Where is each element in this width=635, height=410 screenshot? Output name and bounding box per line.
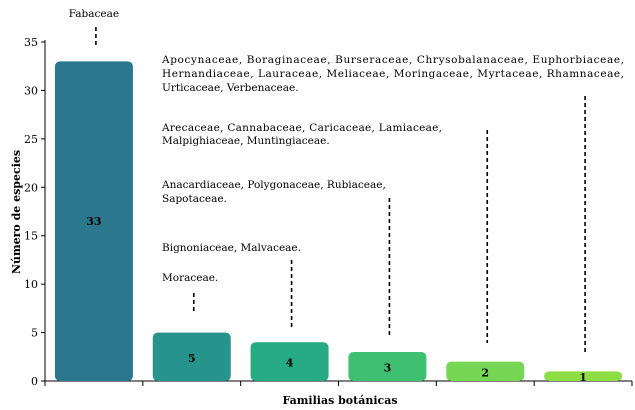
y-tick-label: 20 bbox=[24, 181, 38, 194]
y-axis-title: Número de especies bbox=[10, 150, 23, 274]
y-tick-label: 0 bbox=[31, 375, 38, 388]
bar-value-label: 1 bbox=[579, 371, 587, 384]
y-tick-label: 5 bbox=[31, 327, 38, 340]
bar bbox=[250, 342, 329, 381]
bar bbox=[446, 361, 525, 381]
bar-value-label: 33 bbox=[86, 215, 101, 228]
bar bbox=[54, 61, 133, 381]
annotation-text: Apocynaceae, Boraginaceae, Burseraceae, … bbox=[161, 54, 624, 66]
x-axis bbox=[44, 380, 633, 386]
bars: 33 5 4 3 2 1 bbox=[54, 61, 623, 384]
annotation-text: Fabaceae bbox=[69, 8, 119, 20]
x-axis-title: Familias botánicas bbox=[282, 394, 397, 407]
y-tick-label: 10 bbox=[24, 278, 38, 291]
y-tick-label: 30 bbox=[24, 84, 38, 97]
annotation-text: Anacardiaceae, Polygonaceae, Rubiaceae, bbox=[161, 179, 386, 191]
annotation-text: Urticaceae, Verbenaceae. bbox=[162, 82, 299, 94]
y-axis: 0 5 10 15 20 25 30 35 bbox=[24, 36, 46, 388]
y-tick-label: 15 bbox=[24, 230, 38, 243]
bar bbox=[544, 371, 623, 381]
bar-value-label: 2 bbox=[481, 366, 489, 379]
annotation-text: Sapotaceae. bbox=[162, 193, 227, 205]
annotation-text: Arecaceae, Cannabaceae, Caricaceae, Lami… bbox=[161, 122, 442, 134]
bar bbox=[348, 351, 427, 381]
bar-value-label: 5 bbox=[188, 352, 196, 365]
annotations: Fabaceae Moraceae. Bignoniaceae, Malvaceae… bbox=[69, 8, 624, 352]
annotation-text: Hernandiaceae, Lauraceae, Meliaceae, Mor… bbox=[162, 68, 624, 80]
bar-value-label: 3 bbox=[384, 361, 392, 374]
bar-value-label: 4 bbox=[286, 357, 294, 370]
annotation-text: Malpighiaceae, Muntingiaceae. bbox=[162, 135, 330, 147]
annotation-text: Bignoniaceae, Malvaceae. bbox=[162, 242, 301, 254]
bar bbox=[152, 332, 231, 381]
y-tick-label: 35 bbox=[24, 36, 38, 49]
y-tick-label: 25 bbox=[24, 133, 38, 146]
annotation-text: Moraceae. bbox=[162, 272, 218, 284]
